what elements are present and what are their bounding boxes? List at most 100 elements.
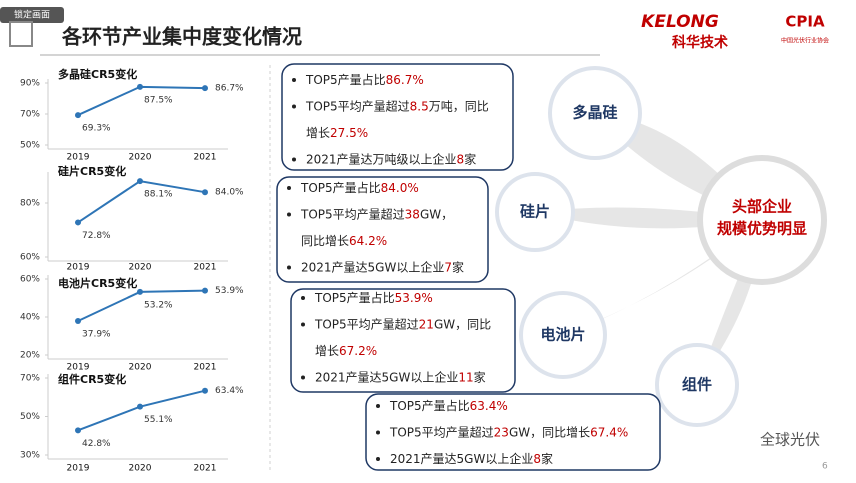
y-tick-label: 60% [20,275,40,285]
y-tick-label: 80% [20,199,40,209]
value-label: 53.9% [215,286,244,296]
lock-tag-bg[interactable] [0,7,64,23]
bullet [287,265,291,270]
info-segment: TOP5平均产量超过 [314,316,419,331]
point [75,112,81,119]
value-label: 84.0% [215,188,244,198]
chart-title: 硅片CR5变化 [58,164,126,178]
bullet [292,104,296,109]
info-segment: TOP5产量占比 [314,290,395,305]
center-line: 头部企业 [732,198,792,216]
node-circle [519,291,607,379]
value-label: 42.8% [82,439,111,449]
node-label: 硅片 [520,203,550,221]
info-segment: GW，同比增长 [509,425,590,439]
x-tick-label: 2021 [194,363,217,373]
info-segment: 67.2% [339,344,377,358]
info-segment: 7 [444,260,452,274]
info-line: 2021产量达5GW以上企业7家 [301,259,464,274]
info-segment: 2021产量达5GW以上企业 [390,451,533,466]
slide-title: 各环节产业集中度变化情况 [61,25,302,49]
info-segment: 2021产量达5GW以上企业 [315,369,458,384]
x-tick-label: 2021 [194,464,217,474]
value-label: 37.9% [82,329,111,339]
info-segment: 11 [458,370,473,384]
node-label: 多晶硅 [572,104,617,122]
bullet [287,186,291,190]
info-box [365,393,661,471]
info-segment: 家 [464,151,476,166]
y-tick-label: 30% [20,451,40,461]
page-number: 6 [822,462,828,472]
info-line: 2021产量达5GW以上企业11家 [315,369,486,384]
info-segment: 86.7% [386,73,424,87]
point [75,219,81,226]
x-tick-label: 2020 [129,363,152,373]
info-box [290,288,516,393]
x-tick-label: 2020 [129,263,152,273]
info-line: 2021产量达5GW以上企业8家 [390,451,553,466]
bullet [376,457,380,461]
node-label: 电池片 [540,326,585,344]
info-segment: 2021产量达5GW以上企业 [301,259,444,274]
bullet [301,322,305,327]
node-circle [548,66,642,160]
x-tick-label: 2019 [67,153,90,163]
info-segment: 64.2% [349,234,387,248]
info-segment: TOP5平均产量超过 [389,424,494,439]
info-box [276,176,489,283]
point [137,178,143,185]
info-segment: 53.9% [395,291,433,305]
info-line: TOP5平均产量超过38GW， [300,206,453,221]
info-segment: GW， [420,207,453,221]
bullet [301,296,305,300]
y-tick-label: 90% [20,79,40,89]
info-segment: 23 [494,425,509,439]
value-label: 63.4% [215,386,244,396]
point [75,317,81,324]
info-segment: 67.4% [590,425,628,439]
info-segment: 家 [474,369,486,384]
logo-right-sub: 中国光伏行业协会 [781,37,829,45]
info-line: 增长27.5% [306,126,368,140]
info-line: 同比增长64.2% [301,234,387,248]
y-tick-label: 40% [20,313,40,323]
x-tick-label: 2021 [194,263,217,273]
y-tick-label: 70% [20,110,40,120]
value-label: 87.5% [144,95,173,105]
logo-right: CPIA [785,13,825,31]
point [137,83,143,90]
node-label: 组件 [682,376,712,394]
info-segment: 84.0% [381,181,419,195]
info-segment: 增长 [306,126,330,140]
value-label: 86.7% [215,84,244,94]
info-segment: 27.5% [330,126,368,140]
point [202,287,208,294]
info-segment: 8 [457,152,465,166]
y-tick-label: 50% [20,141,40,151]
logo-left: KELONG [641,12,719,32]
lock-tag[interactable]: 锁定画面 [14,9,50,21]
info-segment: TOP5产量占比 [389,398,470,413]
info-segment: 万吨，同比 [429,99,489,113]
point [202,189,208,196]
info-line: TOP5产量占比63.4% [389,398,508,413]
info-segment: GW，同比 [434,317,491,331]
x-tick-label: 2019 [67,263,90,273]
info-segment: 63.4% [470,399,508,413]
value-label: 69.3% [82,124,111,134]
chart-title: 电池片CR5变化 [58,276,137,290]
y-tick-label: 20% [20,351,40,361]
x-tick-label: 2019 [67,363,90,373]
bullet [301,375,305,380]
point [202,387,208,394]
chart-title: 组件CR5变化 [58,372,126,386]
x-tick-label: 2021 [194,153,217,163]
info-segment: 增长 [315,344,339,358]
info-segment: 家 [541,451,553,466]
node-circle [495,172,575,252]
point [202,85,208,92]
bullet [376,404,380,408]
info-line: 增长67.2% [315,344,377,358]
y-tick-label: 60% [20,253,40,263]
